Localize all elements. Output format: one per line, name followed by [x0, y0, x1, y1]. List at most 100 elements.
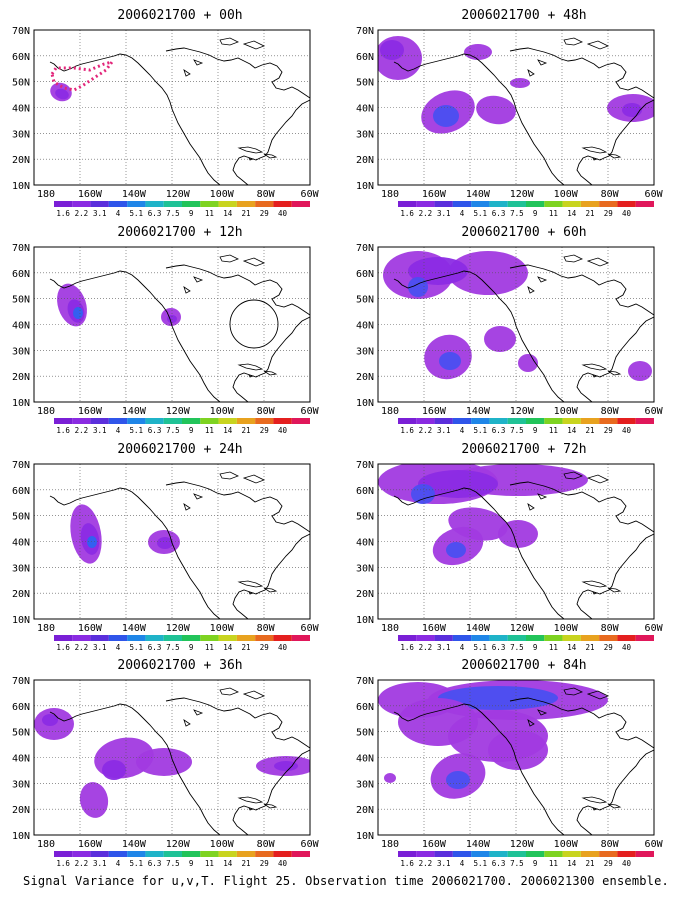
lon-tick-label: 140W — [122, 406, 147, 417]
colorbar-swatch — [489, 418, 508, 424]
lat-tick-label: 20N — [12, 155, 30, 166]
colorbar-label: 21 — [585, 209, 594, 218]
highlight-circle — [229, 299, 279, 349]
island — [527, 286, 535, 294]
island — [586, 257, 609, 267]
map-svg: 70N 60N 50N 40N 30N 20N 10N 180 160W 140W 120W 100W… — [12, 26, 320, 218]
colorbar-swatch — [182, 851, 201, 857]
colorbar-swatch — [471, 201, 490, 207]
map-area: 70N 60N 50N 40N 30N 20N 10N 180 160W 140W 120W 100W… — [12, 26, 320, 200]
lon-tick-label: 180 — [37, 623, 55, 634]
lat-tick-label: 50N — [12, 295, 30, 306]
colorbar-swatch — [273, 851, 292, 857]
lat-tick-label: 40N — [356, 104, 374, 115]
lat-tick-label: 60N — [12, 486, 30, 497]
island — [537, 493, 548, 500]
island — [263, 803, 278, 809]
colorbar-swatch — [236, 418, 256, 424]
colorbar-label: 11 — [205, 859, 214, 868]
colorbar-label: 14 — [567, 209, 577, 218]
map-content — [378, 30, 654, 185]
colorbar-label: 9 — [189, 209, 194, 218]
colorbar-swatch — [218, 851, 237, 857]
panel-title: 2006021700 + 12h — [117, 225, 243, 240]
island — [242, 690, 265, 700]
lat-tick-label: 20N — [356, 589, 374, 600]
colorbar-swatch — [163, 418, 182, 424]
lat-tick-label: 70N — [356, 460, 374, 471]
flight-track — [50, 59, 116, 92]
colorbar-swatch — [54, 851, 73, 857]
map-svg: 70N 60N 50N 40N 30N 20N 10N 180 160W 140W 120W 100W… — [356, 460, 664, 652]
colorbar-swatch — [72, 201, 91, 207]
colorbar-label: 11 — [205, 209, 214, 218]
colorbar-swatch — [635, 418, 654, 424]
lon-tick-label: 160W — [422, 189, 447, 200]
colorbar-label: 40 — [278, 859, 288, 868]
island — [263, 587, 278, 593]
colorbar-label: 29 — [260, 859, 269, 868]
colorbar: 1.6 2.2 3.1 4 5.1 6.3 7.5 9 11 14 21 29 40 — [398, 201, 654, 218]
panel-title: 2006021700 + 72h — [461, 442, 587, 457]
colorbar-label: 6.3 — [148, 643, 162, 652]
lon-tick-label: 160W — [78, 839, 103, 850]
island — [183, 69, 191, 77]
lat-tick-label: 60N — [12, 269, 30, 280]
lat-tick-label: 20N — [356, 155, 374, 166]
island — [537, 709, 548, 716]
map-area: 70N 60N 50N 40N 30N 20N 10N 180 160W 140W 120W 100W… — [356, 460, 664, 634]
lon-tick-label: 60W — [645, 189, 664, 200]
lon-tick-label: 140W — [122, 839, 147, 850]
island — [248, 591, 255, 595]
variance-contour — [136, 748, 192, 776]
lat-tick-label: 60N — [12, 52, 30, 63]
lon-tick-label: 180 — [381, 406, 399, 417]
lat-tick-label: 40N — [12, 104, 30, 115]
colorbar-label: 2.2 — [419, 426, 433, 435]
coastline — [49, 697, 310, 835]
colorbar-swatch — [416, 201, 435, 207]
colorbar-swatch — [127, 201, 146, 207]
island — [183, 719, 191, 727]
colorbar-label: 14 — [567, 859, 577, 868]
variance-contour — [628, 361, 652, 381]
island — [537, 276, 548, 283]
variance-contour — [622, 103, 642, 117]
colorbar-swatch — [398, 418, 417, 424]
colorbar-swatch — [145, 635, 164, 641]
island — [183, 503, 191, 511]
colorbar-swatch — [599, 201, 618, 207]
colorbar-label: 2.2 — [75, 859, 89, 868]
lon-tick-label: 80W — [257, 839, 276, 850]
lat-tick-label: 40N — [12, 321, 30, 332]
colorbar-swatch — [127, 635, 146, 641]
colorbar-label: 7.5 — [510, 859, 524, 868]
lon-tick-label: 60W — [645, 623, 664, 634]
coastline — [393, 481, 654, 619]
colorbar-swatch — [526, 418, 545, 424]
colorbar-label: 4 — [460, 643, 465, 652]
map-frame — [377, 679, 655, 836]
colorbar-label: 29 — [260, 643, 269, 652]
map-svg: 70N 60N 50N 40N 30N 20N 10N 180 160W 140W 120W 100W… — [12, 676, 320, 868]
map-panel-72h: 2006021700 + 72h 70N 60N 50N 40N 30N 20N 10N 18… — [356, 442, 692, 657]
colorbar-swatch — [90, 635, 109, 641]
colorbar-swatch — [108, 418, 128, 424]
colorbar-swatch — [145, 851, 164, 857]
variance-contour — [79, 782, 109, 818]
lon-tick-label: 100W — [554, 623, 579, 634]
colorbar-swatch — [434, 635, 453, 641]
colorbar-label: 40 — [622, 643, 632, 652]
colorbar-swatch — [416, 418, 435, 424]
lat-tick-label: 10N — [12, 831, 30, 842]
island — [237, 796, 264, 804]
coastline — [49, 481, 310, 619]
lon-tick-label: 180 — [381, 839, 399, 850]
colorbar: 1.6 2.2 3.1 4 5.1 6.3 7.5 9 11 14 21 29 40 — [54, 635, 310, 652]
colorbar-label: 40 — [622, 209, 632, 218]
colorbar-label: 40 — [278, 426, 288, 435]
lat-tick-label: 70N — [356, 243, 374, 254]
colorbar-swatch — [72, 418, 91, 424]
colorbar-label: 4 — [460, 426, 465, 435]
variance-contour — [73, 307, 83, 319]
